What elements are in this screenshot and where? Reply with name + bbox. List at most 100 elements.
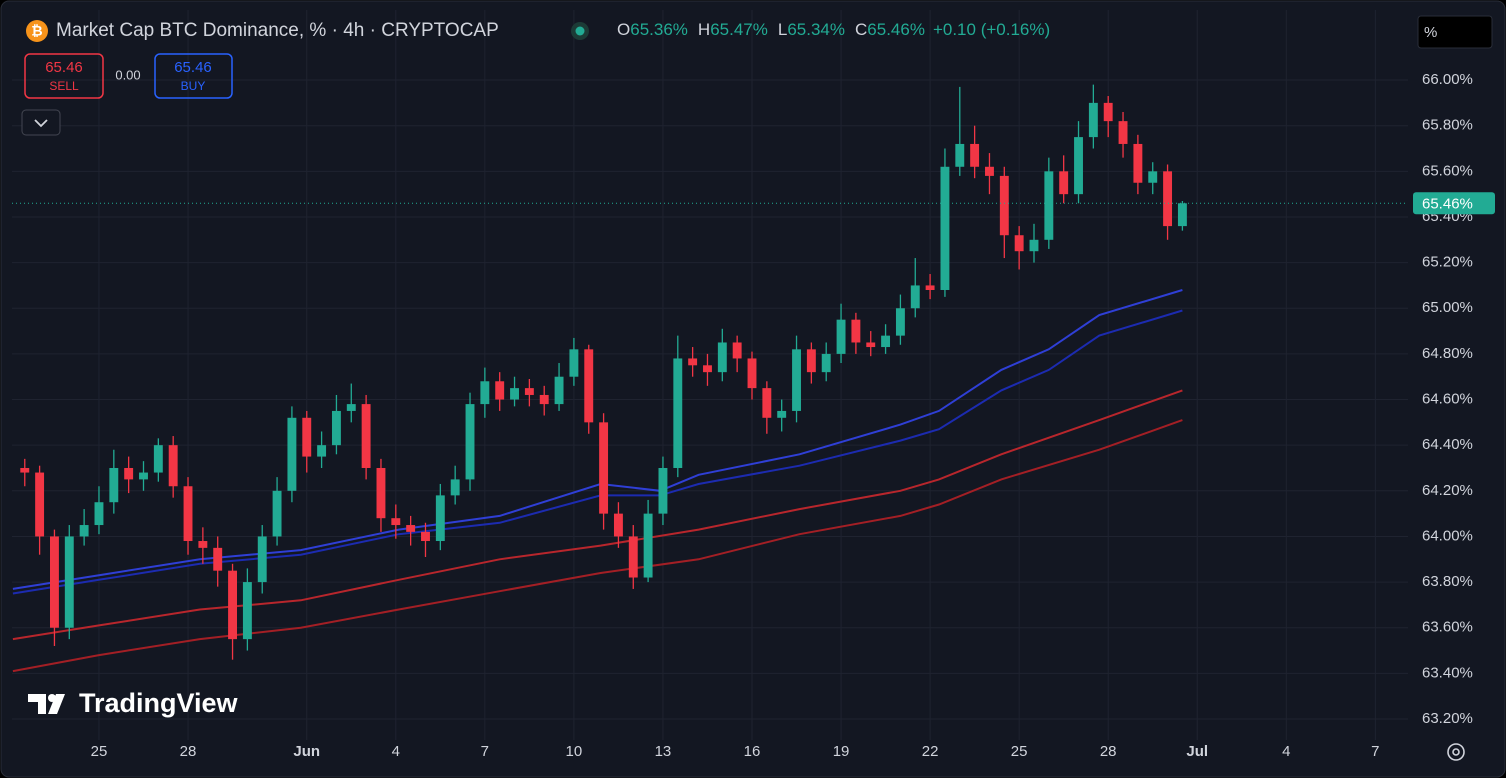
candle-body [257,536,267,583]
candle-body [717,342,727,373]
y-tick-label: 65.80% [1422,117,1473,134]
chevron-icon [34,119,48,128]
ohlc-letter: O [617,20,630,39]
candle-body [361,404,371,468]
candle-body [376,467,386,519]
candle-body [450,479,460,496]
sell-button[interactable] [24,53,104,99]
x-tick-label: 22 [922,743,939,760]
candle-body [895,308,905,336]
candle-body [703,365,712,373]
candle-body [391,518,401,526]
x-tick-label: 4 [392,743,400,760]
x-tick-label: 19 [833,743,850,760]
y-tick-label: 64.20% [1422,482,1473,499]
candle-body [792,349,801,411]
last-price-label: 65.46% [1422,195,1473,212]
ohlc-readout: O65.36% H65.47% L65.34% C65.46% +0.10 (+0.16… [617,20,1050,39]
candle-body [1148,171,1158,183]
candle-body [109,467,119,503]
candle-body [985,166,994,176]
candle-body [747,358,757,389]
candle-body [925,285,935,290]
candle-body [836,319,846,354]
candle-body [940,166,950,290]
candle-body [495,381,505,400]
candle-body [64,536,74,628]
candle-body [554,376,564,405]
candle-body [510,388,519,400]
candle-body [1118,121,1128,144]
candle-body [643,513,653,578]
candle-body [1044,171,1054,240]
buy-button[interactable] [154,53,233,99]
logo-dot [48,694,56,702]
settings-icon[interactable] [1447,743,1465,761]
candle-body [124,467,134,480]
chart-title: Market Cap BTC Dominance, % · 4h · CRYPT… [56,20,499,41]
candle-body [435,495,445,542]
sell-label: SELL [49,79,79,93]
candle-body [20,467,30,473]
ohlc-letter: C [855,20,867,39]
candle-body [777,410,787,418]
y-tick-label: 63.60% [1422,619,1473,636]
y-tick-label: 65.00% [1422,299,1473,316]
candle-body [673,358,683,468]
ohlc-value: 65.47% [710,20,768,39]
ohlc-letter: H [698,20,710,39]
y-tick-label: 63.20% [1422,710,1473,727]
candle-body [881,335,891,348]
x-tick-label: 7 [1371,743,1379,760]
candle-body [302,417,312,457]
y-tick-label: 64.40% [1422,436,1473,453]
candle-body [910,285,920,309]
candle-body [153,445,163,473]
candle-body [970,143,980,167]
ohlc-value: 65.46% [867,20,925,39]
btc-symbol: ₿ [31,23,42,39]
candle-body [242,582,252,640]
candle-body [658,467,668,514]
last-price-tag [1413,192,1495,215]
y-tick-label: 63.80% [1422,573,1473,590]
candle-body [806,349,816,373]
y-tick-label: 66.00% [1422,71,1473,88]
candle-body [139,472,148,480]
y-tick-label: 65.60% [1422,162,1473,179]
candle-body [228,570,237,640]
candle-body [1133,143,1143,183]
scale-button-label: % [1424,24,1437,41]
status-dot [575,26,585,36]
candle-body [272,490,282,537]
candle-body [1177,203,1187,227]
x-tick-label: 28 [1100,743,1117,760]
candle-body [35,472,45,537]
candle-body [465,404,475,480]
candle-body [851,319,861,343]
scale-button[interactable] [1417,15,1493,49]
x-tick-label: 25 [1011,743,1028,760]
candle-body [287,417,297,491]
x-tick-label: 16 [744,743,761,760]
candle-body [331,410,341,446]
candle-body [762,388,772,418]
candle-body [183,486,193,542]
axes: 63.20% 63.40% 63.60% 63.80% 64.00% 64.20% 64.4… [12,71,1495,760]
candle-body [1103,102,1113,122]
logo-text: TradingView [79,688,239,718]
btc-icon [26,20,48,42]
buy-price: 65.46 [174,59,212,76]
candle-body [49,536,59,628]
candle-body [866,342,876,348]
candle-body [1014,235,1024,252]
candle-body [1088,102,1098,138]
x-tick-label: 10 [566,743,583,760]
moving-average-line [12,289,1183,590]
candle-body [821,353,831,373]
collapse-button[interactable] [21,109,61,136]
candle-body [1029,239,1039,252]
candle-body [346,404,356,411]
x-tick-label: 28 [180,743,197,760]
